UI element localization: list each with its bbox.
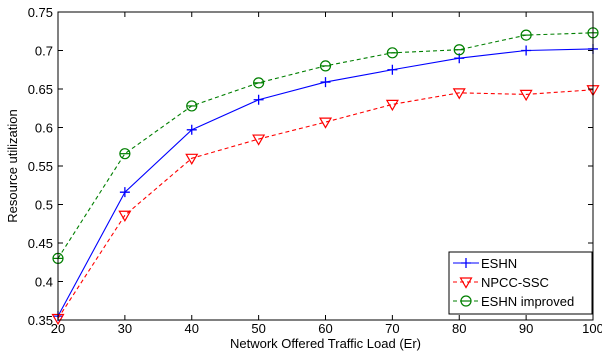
x-tick-label: 100: [582, 321, 602, 336]
data-point: [521, 45, 532, 56]
x-tick-label: 40: [185, 321, 199, 336]
legend-label: ESHN improved: [481, 294, 574, 309]
data-point: [520, 29, 532, 41]
x-tick-label: 90: [519, 321, 533, 336]
y-tick-label: 0.35: [28, 313, 53, 328]
legend-marker: [460, 295, 472, 307]
y-axis-label: Resource utilization: [5, 109, 20, 222]
x-tick-label: 30: [118, 321, 132, 336]
axes-layer: 20 30 40 50 60 70 80 90 100 0.35 0.4 0.45 0.5 0.55 0.6…: [28, 5, 602, 336]
y-tick-label: 0.45: [28, 236, 53, 251]
y-tick-label: 0.55: [28, 159, 53, 174]
data-point: [253, 94, 264, 105]
y-tick-label: 0.7: [35, 44, 53, 59]
legend-box: [448, 251, 593, 315]
x-tick-label: 60: [318, 321, 332, 336]
data-point: [319, 60, 332, 72]
data-point: [320, 77, 331, 88]
x-tick-label: 80: [452, 321, 466, 336]
data-point: [186, 124, 197, 135]
data-point: [453, 44, 465, 56]
x-axis-label: Network Offered Traffic Load (Er): [230, 336, 421, 351]
y-tick-label: 0.4: [35, 275, 53, 290]
series-layer: [51, 27, 600, 326]
y-tick-label: 0.6: [35, 121, 53, 136]
legend-item: ESHN: [453, 256, 517, 271]
data-point: [185, 153, 199, 165]
data-point: [387, 64, 398, 75]
data-point: [253, 77, 265, 89]
legend-item: ESHN improved: [453, 294, 574, 309]
data-point: [385, 99, 399, 112]
data-point: [186, 100, 198, 112]
legend-label: ESHN: [481, 256, 517, 271]
data-point: [519, 89, 533, 102]
legend-marker: [461, 258, 471, 268]
data-point: [119, 148, 131, 160]
data-point: [118, 210, 132, 222]
series-eshn-improved: [52, 27, 599, 264]
legend-label: NPCC-SSC: [481, 275, 549, 290]
y-tick-label: 0.5: [35, 198, 53, 213]
legend: ESHN NPCC-SSC ESHN improved: [448, 251, 593, 315]
x-tick-label: 70: [385, 321, 399, 336]
data-point: [386, 47, 398, 59]
data-point: [318, 117, 333, 129]
data-point: [452, 88, 466, 100]
data-point: [119, 187, 130, 198]
y-tick-label: 0.65: [28, 82, 53, 97]
x-tick-label: 20: [51, 321, 65, 336]
legend-item: NPCC-SSC: [453, 275, 549, 290]
legend-marker: [459, 277, 473, 289]
x-tick-label: 50: [251, 321, 265, 336]
data-point: [252, 134, 266, 146]
y-tick-label: 0.75: [28, 5, 53, 20]
